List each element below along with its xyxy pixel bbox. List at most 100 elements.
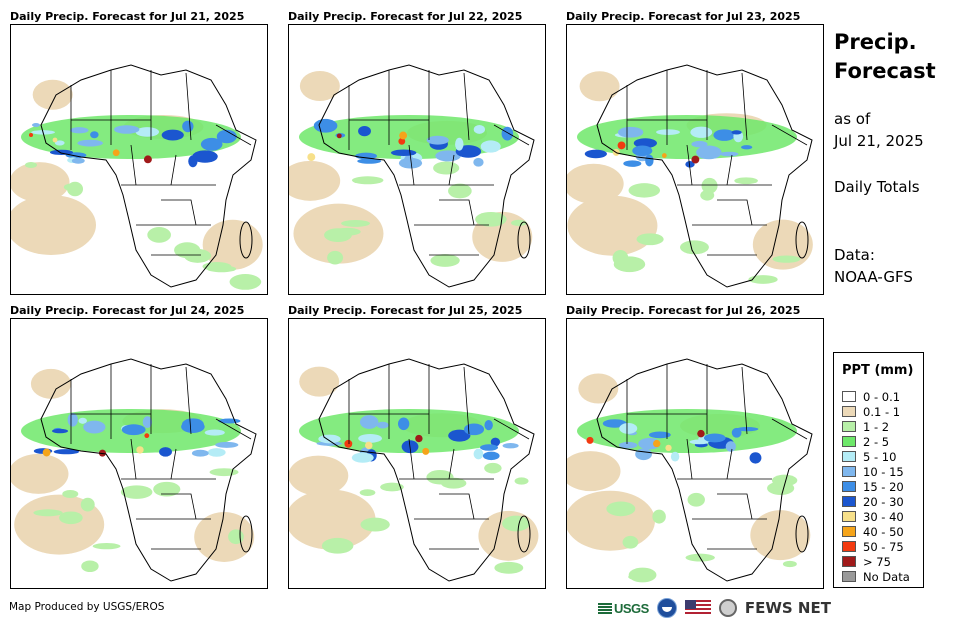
light-rain-area — [448, 183, 472, 199]
heavy-rain-cell — [501, 126, 514, 141]
dry-area — [299, 70, 340, 101]
africa-map-graphic — [289, 358, 539, 582]
light-rain-area — [59, 511, 83, 525]
heavy-rain-cell — [313, 118, 338, 133]
extreme-rain-cell — [617, 141, 626, 150]
heavy-rain-cell — [54, 140, 65, 146]
legend-item: 2 - 5 — [842, 434, 910, 449]
coastline — [40, 358, 257, 582]
coastline — [318, 358, 535, 582]
light-rain-area — [771, 474, 798, 487]
extreme-rain-cell — [653, 439, 661, 448]
country-borders — [626, 364, 808, 550]
as-of-date: Jul 21, 2025 — [834, 132, 924, 150]
legend-swatch — [842, 496, 856, 507]
extreme-rain-cell — [422, 447, 430, 455]
light-rain-area — [433, 161, 460, 175]
heavy-rain-cell — [473, 124, 486, 134]
madagascar-outline — [795, 515, 809, 553]
heavy-rain-cell — [482, 451, 500, 461]
legend-item: 40 - 50 — [842, 524, 910, 539]
heavy-rain-cell — [473, 157, 484, 167]
heavy-rain-cell — [135, 127, 160, 137]
usgs-logo-text: USGS — [614, 600, 649, 616]
panel-title: Daily Precip. Forecast for Jul 26, 2025 — [566, 304, 801, 317]
light-rain-area — [229, 276, 262, 288]
precip-map — [566, 318, 824, 589]
heavy-rain-cell — [215, 441, 239, 448]
legend-swatch — [842, 466, 856, 477]
light-rain-area — [33, 509, 63, 517]
coastline — [596, 358, 813, 582]
us-flag-icon — [684, 600, 711, 616]
legend-label: No Data — [863, 569, 910, 584]
heavy-rain-cell — [216, 129, 237, 144]
madagascar-outline — [517, 221, 531, 259]
light-rain-area — [636, 233, 664, 246]
heavy-rain-cell — [397, 417, 410, 431]
heavy-rain-cell — [182, 120, 194, 133]
totals-label: Daily Totals — [834, 178, 920, 196]
heavy-rain-cell — [161, 129, 184, 141]
legend-item: No Data — [842, 569, 910, 584]
heavy-rain-cell — [159, 447, 172, 457]
heavy-rain-cell — [78, 417, 87, 424]
legend-item: 0.1 - 1 — [842, 404, 910, 419]
heavy-rain-cell — [71, 157, 85, 164]
legend-label: 5 - 10 — [863, 449, 897, 464]
heavy-rain-cell — [632, 145, 653, 157]
country-borders — [70, 70, 252, 256]
heavy-rain-cell — [455, 137, 464, 151]
extreme-rain-cell — [665, 444, 672, 452]
map-credit: Map Produced by USGS/EROS — [9, 601, 165, 613]
legend-swatch — [842, 451, 856, 462]
panel-title: Daily Precip. Forecast for Jul 21, 2025 — [10, 10, 245, 23]
dry-area — [289, 489, 376, 550]
legend-item: 0 - 0.1 — [842, 389, 910, 404]
light-rain-area — [359, 489, 376, 497]
legend-label: 15 - 20 — [863, 479, 904, 494]
usgs-logo: USGS — [598, 601, 649, 616]
africa-map-graphic — [567, 64, 813, 288]
extreme-rain-cell — [52, 137, 58, 143]
heavy-rain-cell — [359, 415, 379, 429]
extreme-rain-cell — [29, 133, 33, 137]
legend-swatch — [842, 571, 856, 582]
panel-title: Daily Precip. Forecast for Jul 25, 2025 — [288, 304, 523, 317]
dry-area — [32, 79, 73, 110]
dry-area — [289, 160, 341, 201]
legend-label: 20 - 30 — [863, 494, 904, 509]
africa-map-graphic — [289, 64, 535, 288]
light-rain-area — [63, 183, 80, 191]
light-rain-area — [628, 183, 661, 198]
extreme-rain-cell — [697, 429, 705, 438]
extreme-rain-cell — [399, 131, 408, 140]
legend-item: 1 - 2 — [842, 419, 910, 434]
heavy-rain-cell — [204, 429, 225, 436]
map-panel-2: Daily Precip. Forecast for Jul 22, 2025 — [288, 10, 546, 300]
legend-item: 5 - 10 — [842, 449, 910, 464]
extreme-rain-cell — [365, 441, 373, 450]
light-rain-area — [734, 177, 758, 185]
heavy-rain-cell — [426, 135, 449, 145]
legend-label: 0 - 0.1 — [863, 389, 901, 404]
heavy-rain-cell — [464, 423, 485, 436]
legend-label: > 75 — [863, 554, 891, 569]
legend-label: 30 - 40 — [863, 509, 904, 524]
heavy-rain-cell — [358, 434, 382, 443]
heavy-rain-cell — [703, 433, 726, 443]
extreme-rain-cell — [307, 153, 316, 162]
extreme-rain-cell — [42, 448, 51, 457]
light-rain-area — [81, 560, 99, 573]
legend-label: 40 - 50 — [863, 524, 904, 539]
heavy-rain-cell — [70, 127, 89, 134]
country-borders — [348, 364, 530, 550]
precip-map — [10, 318, 268, 589]
heavy-rain-cell — [90, 131, 99, 139]
legend-swatch — [842, 541, 856, 552]
map-panel-1: Daily Precip. Forecast for Jul 21, 2025 — [10, 10, 268, 300]
heavy-rain-cell — [67, 413, 78, 427]
madagascar-outline — [239, 221, 253, 259]
light-rain-area — [321, 537, 354, 554]
